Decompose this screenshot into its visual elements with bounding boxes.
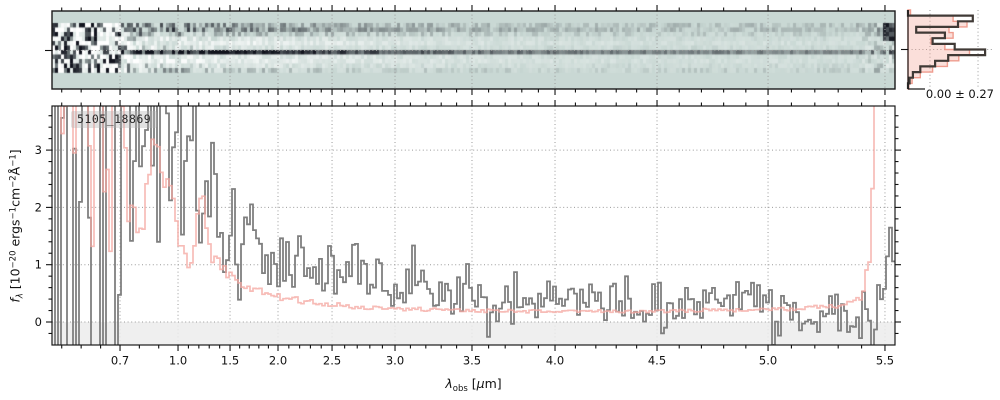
main-panel-border <box>51 105 896 346</box>
x-tick-label: 1.0 <box>169 354 187 368</box>
axis-label-segment: [10 <box>7 268 23 294</box>
uncertainty-line <box>60 106 875 314</box>
axis-label-segment: Å <box>7 166 23 176</box>
axis-label-segment: −2 <box>8 175 18 188</box>
x-tick-label: 2.0 <box>269 354 287 368</box>
y-tick-label: 0 <box>35 315 42 329</box>
axis-label-segment: −20 <box>8 250 18 269</box>
x-tick-label: 5.5 <box>876 354 894 368</box>
spectrum-line <box>54 106 895 345</box>
x-tick-label: 2.5 <box>323 354 341 368</box>
histogram-stats-label: 0.00 ± 0.27 <box>924 87 995 101</box>
x-tick-label: 0.7 <box>111 354 129 368</box>
object-id-label: 5105_18869 <box>71 111 158 128</box>
x-tick-label: 3.5 <box>463 354 481 368</box>
x-tick-label: 4.5 <box>648 354 666 368</box>
axis-label-segment: μ <box>476 376 485 391</box>
axis-label-segment: cm <box>7 187 23 207</box>
x-tick-label: 1.5 <box>221 354 239 368</box>
axis-label-segment: ] <box>7 149 23 155</box>
y-axis-label: fλ [10−20 ergs−1cm−2Å−1] <box>7 149 26 303</box>
axis-label-segment: f <box>7 298 23 303</box>
y-tick-label: 3 <box>35 143 42 157</box>
axis-label-segment: −1 <box>8 154 18 167</box>
x-axis-label: λobs [μm] <box>52 376 895 394</box>
axis-label-segment: m] <box>484 376 502 391</box>
axis-label-segment: [ <box>467 376 477 391</box>
axis-label-segment: λ <box>445 376 453 391</box>
y-tick-label: 2 <box>35 200 42 214</box>
y-tick-label: 1 <box>35 258 42 272</box>
hist-dark-outline <box>906 10 987 89</box>
x-tick-label: 3.0 <box>386 354 404 368</box>
axis-label-segment: ergs <box>7 219 23 251</box>
x-tick-label: 4.0 <box>546 354 564 368</box>
axis-label-segment: −1 <box>8 206 18 220</box>
axis-label-segment: λ <box>15 293 25 299</box>
x-tick-label: 5.0 <box>759 354 777 368</box>
axis-label-segment: obs <box>452 383 468 394</box>
below-zero-band <box>52 322 895 345</box>
